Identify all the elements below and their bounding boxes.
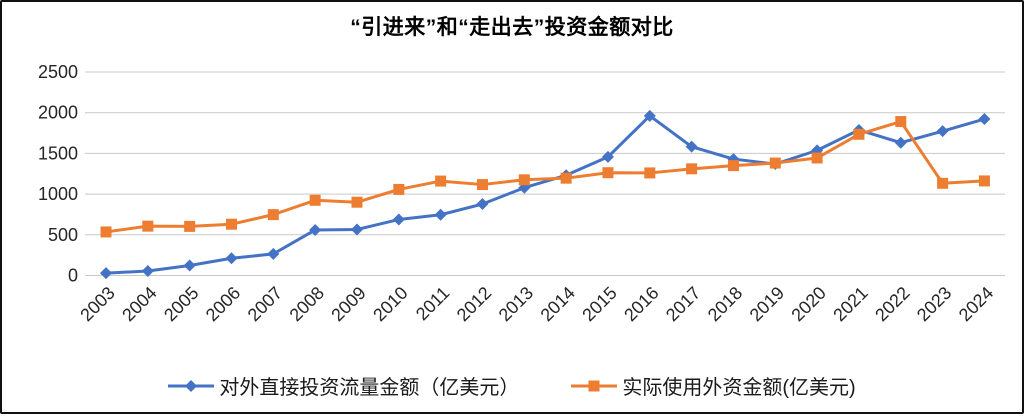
data-point-marker-diamond (141, 265, 154, 278)
x-tick-label: 2019 (746, 283, 788, 325)
x-tick-label: 2016 (620, 283, 662, 325)
x-tick-label: 2017 (662, 283, 704, 325)
legend-glyph-ofdi-line-diamond-icon (168, 379, 215, 392)
y-tick-label: 1000 (38, 184, 78, 204)
data-point-marker-square (518, 174, 530, 186)
series-line-ofdi (105, 114, 985, 275)
x-tick-label: 2003 (76, 283, 118, 325)
data-point-marker-square (769, 157, 781, 169)
data-point-marker-square (267, 209, 279, 221)
x-tick-label: 2005 (160, 283, 202, 325)
data-point-marker-diamond (685, 140, 698, 153)
data-point-marker-square (895, 116, 907, 128)
legend-label-ofdi: 对外直接投资流量金额（亿美元） (219, 377, 520, 399)
y-tick-label: 1500 (38, 143, 78, 163)
data-point-marker-square (978, 175, 990, 187)
data-point-marker-diamond (183, 259, 196, 272)
data-point-marker-square (853, 128, 865, 140)
data-point-marker-diamond (978, 113, 991, 126)
data-point-marker-square (184, 220, 196, 232)
data-point-marker-square (309, 194, 321, 206)
data-point-marker-square (727, 160, 739, 172)
data-point-marker-square (811, 152, 823, 164)
data-point-marker-square (393, 183, 405, 195)
x-tick-label: 2021 (829, 283, 871, 325)
data-point-marker-square (937, 177, 949, 189)
data-point-marker-diamond (392, 213, 405, 226)
data-point-marker-square (435, 175, 447, 187)
x-tick-label: 2022 (871, 283, 913, 325)
chart-title: “引进来”和“走出去”投资金额对比 (350, 16, 674, 39)
x-tick-label: 2015 (578, 283, 620, 325)
chart-legend: 对外直接投资流量金额（亿美元） 实际使用外资金额(亿美元) (2, 371, 1022, 400)
y-tick-label: 500 (48, 225, 78, 245)
data-point-marker-square (351, 196, 363, 208)
x-tick-label: 2012 (453, 283, 495, 325)
x-tick-label: 2023 (913, 283, 955, 325)
legend-item-ofdi: 对外直接投资流量金额（亿美元） (168, 371, 519, 400)
data-point-marker-diamond (936, 125, 949, 138)
x-tick-label: 2024 (955, 283, 997, 325)
data-point-marker-square (476, 179, 488, 191)
x-tick-label: 2013 (495, 283, 537, 325)
data-point-marker-square (100, 226, 112, 238)
data-point-marker-diamond (476, 198, 489, 211)
data-point-marker-diamond (267, 247, 280, 260)
x-tick-label: 2014 (536, 283, 578, 325)
x-tick-label: 2020 (787, 283, 829, 325)
data-point-marker-diamond (643, 109, 656, 122)
x-tick-label: 2010 (369, 283, 411, 325)
data-point-marker-diamond (100, 267, 112, 280)
x-tick-label: 2007 (244, 283, 286, 325)
data-point-marker-diamond (894, 136, 907, 149)
data-point-marker-square (560, 172, 572, 184)
data-point-marker-square (686, 163, 698, 175)
data-point-marker-diamond (350, 223, 363, 236)
data-point-marker-diamond (309, 223, 322, 236)
data-point-marker-square (225, 218, 237, 230)
data-point-marker-diamond (225, 252, 238, 265)
y-tick-label: 2000 (38, 103, 78, 123)
x-tick-label: 2011 (412, 283, 454, 325)
x-tick-label: 2018 (704, 283, 746, 325)
data-point-marker-square (602, 167, 614, 179)
x-tick-label: 2009 (327, 283, 369, 325)
x-tick-label: 2008 (286, 283, 328, 325)
data-point-marker-diamond (601, 150, 614, 163)
legend-label-fdi: 实际使用外资金额(亿美元) (622, 377, 856, 399)
legend-glyph-fdi-line-square-icon (571, 380, 618, 391)
data-point-marker-square (644, 167, 656, 179)
data-point-marker-square (142, 220, 154, 232)
y-tick-label: 0 (68, 266, 78, 286)
series-line-fdi (105, 120, 985, 234)
x-tick-label: 2004 (118, 283, 160, 325)
y-tick-label: 2500 (38, 62, 78, 82)
legend-item-fdi: 实际使用外资金额(亿美元) (571, 371, 856, 400)
data-point-marker-diamond (434, 208, 447, 221)
x-tick-label: 2006 (202, 283, 244, 325)
